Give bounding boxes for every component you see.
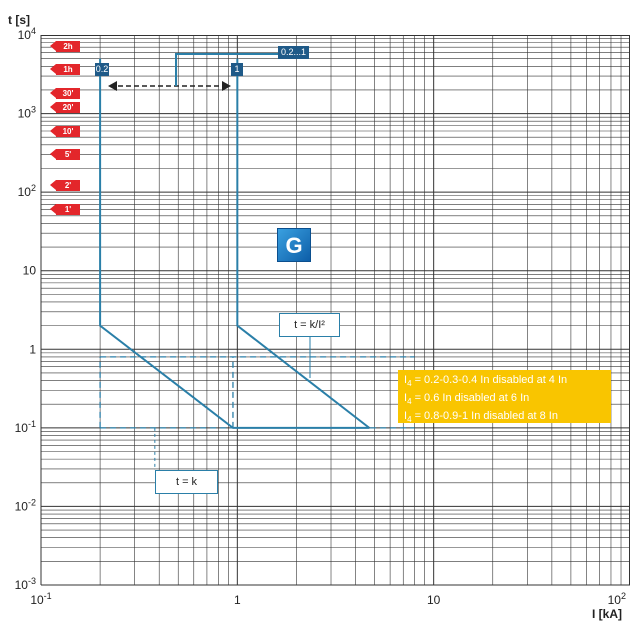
- protection-g-badge: G: [277, 228, 311, 262]
- y-tick-label: 104: [18, 26, 36, 42]
- y-axis-title: t [s]: [8, 13, 30, 27]
- grid: [40, 35, 630, 586]
- y-tick-label: 10-3: [15, 576, 36, 592]
- time-marker-tag: 2': [50, 180, 80, 192]
- i4-note-line: I4 = 0.6 In disabled at 6 In: [404, 392, 530, 407]
- x-tick-label: 102: [608, 591, 626, 607]
- curve-label-range: 0.2...1: [278, 46, 309, 59]
- x-tick-label: 10: [427, 593, 441, 607]
- curve-0.2: [99, 58, 370, 429]
- y-tick-label: 10: [23, 264, 37, 278]
- i4-note-line: I4 = 0.8-0.9-1 In disabled at 8 In: [404, 410, 558, 425]
- time-marker-tag: 1h: [50, 64, 80, 76]
- i4-note-line: I4 = 0.2-0.3-0.4 In disabled at 4 In: [404, 374, 568, 389]
- formula-k-i2-box: t = k/I²: [279, 313, 340, 337]
- range-arrow: [108, 53, 278, 91]
- time-marker-tag: 10': [50, 125, 80, 137]
- x-tick-label: 10-1: [30, 591, 51, 607]
- time-marker-tag: 1': [50, 204, 80, 216]
- time-marker-tag: 30': [50, 88, 80, 99]
- i4-note-box: I4 = 0.2-0.3-0.4 In disabled at 4 In I4 …: [398, 370, 611, 425]
- y-tick-label: 10-2: [15, 497, 36, 513]
- y-tick-label: 103: [18, 105, 36, 121]
- y-tick-label: 102: [18, 183, 36, 199]
- x-axis-title: I [kA]: [592, 607, 622, 621]
- curve-1: [236, 58, 370, 429]
- time-marker-tag: 2h: [50, 40, 80, 52]
- curve-label-left: 0.2: [95, 63, 109, 76]
- y-tick-label: 1: [29, 342, 36, 356]
- curves: [99, 58, 370, 429]
- x-tick-label: 1: [234, 593, 241, 607]
- time-marker-tag: 5': [50, 149, 80, 161]
- curve-label-right: 1: [231, 63, 243, 76]
- y-tick-label: 10-1: [15, 419, 36, 435]
- formula-k-box: t = k: [155, 470, 218, 494]
- time-marker-tag: 20': [50, 101, 80, 113]
